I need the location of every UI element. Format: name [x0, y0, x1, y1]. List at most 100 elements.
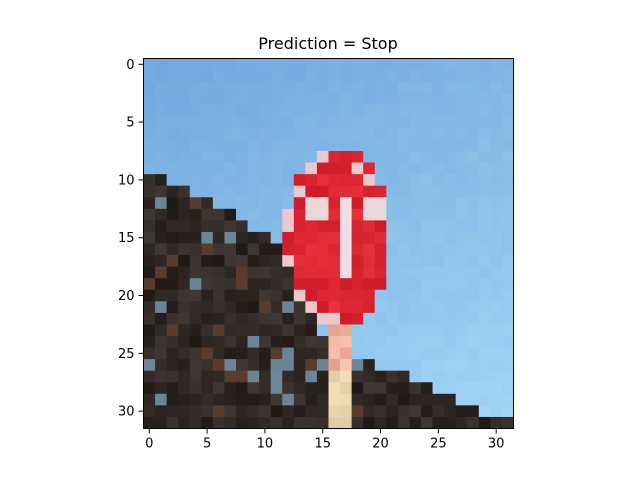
image-pixel: [224, 416, 237, 429]
image-pixel: [155, 127, 168, 140]
image-pixel: [247, 405, 260, 418]
image-pixel: [455, 301, 468, 314]
image-pixel: [490, 255, 503, 268]
image-pixel: [363, 139, 376, 152]
image-pixel: [189, 324, 202, 337]
image-pixel: [143, 312, 156, 325]
image-pixel: [259, 243, 272, 256]
image-pixel: [282, 301, 295, 314]
image-pixel: [467, 382, 480, 395]
image-pixel: [397, 278, 410, 291]
image-pixel: [455, 324, 468, 337]
image-pixel: [166, 370, 179, 383]
image-pixel: [247, 278, 260, 291]
image-pixel: [386, 301, 399, 314]
image-pixel: [351, 116, 364, 129]
image-pixel: [467, 347, 480, 360]
image-pixel: [305, 359, 318, 372]
image-pixel: [467, 393, 480, 406]
image-pixel: [236, 185, 248, 198]
image-pixel: [236, 93, 248, 106]
image-pixel: [409, 58, 422, 71]
image-pixel: [293, 151, 306, 163]
image-pixel: [455, 127, 468, 140]
image-pixel: [259, 174, 272, 187]
image-pixel: [467, 58, 480, 71]
image-pixel: [178, 220, 191, 233]
image-pixel: [328, 208, 341, 221]
image-pixel: [340, 220, 353, 233]
image-pixel: [363, 231, 376, 244]
image-pixel: [432, 70, 445, 83]
image-pixel: [247, 312, 260, 325]
image-pixel: [155, 266, 168, 279]
image-pixel: [467, 231, 480, 244]
image-pixel: [201, 266, 214, 279]
image-pixel: [224, 255, 237, 268]
image-pixel: [501, 58, 514, 71]
image-pixel: [409, 347, 422, 360]
image-pixel: [409, 370, 422, 383]
image-pixel: [305, 347, 318, 360]
image-pixel: [236, 312, 248, 325]
image-pixel: [467, 185, 480, 198]
image-pixel: [143, 116, 156, 129]
image-pixel: [386, 336, 399, 348]
image-pixel: [328, 393, 341, 406]
image-pixel: [178, 266, 191, 279]
image-pixel: [166, 347, 179, 360]
image-pixel: [374, 405, 387, 418]
image-pixel: [478, 255, 491, 268]
image-pixel: [501, 289, 514, 302]
image-pixel: [432, 393, 445, 406]
image-pixel: [351, 185, 364, 198]
image-pixel: [432, 58, 445, 71]
image-pixel: [363, 266, 376, 279]
image-pixel: [143, 278, 156, 291]
image-pixel: [444, 174, 457, 187]
image-pixel: [328, 370, 341, 383]
image-pixel: [490, 139, 503, 152]
image-pixel: [270, 289, 283, 302]
image-pixel: [212, 231, 225, 244]
image-pixel: [201, 289, 214, 302]
image-pixel: [224, 312, 237, 325]
image-pixel: [421, 416, 433, 429]
image-pixel: [166, 312, 179, 325]
image-pixel: [432, 324, 445, 337]
image-pixel: [305, 370, 318, 383]
image-pixel: [328, 81, 341, 94]
image-pixel: [155, 301, 168, 314]
image-pixel: [328, 336, 341, 348]
image-pixel: [432, 255, 445, 268]
x-tick-label: 30: [488, 437, 505, 452]
image-pixel: [293, 255, 306, 268]
image-pixel: [478, 197, 491, 210]
image-pixel: [340, 162, 353, 175]
image-pixel: [236, 416, 248, 429]
image-pixel: [201, 127, 214, 140]
image-pixel: [178, 370, 191, 383]
image-pixel: [212, 266, 225, 279]
image-pixel: [270, 116, 283, 129]
image-pixel: [247, 255, 260, 268]
image-pixel: [189, 359, 202, 372]
image-pixel: [328, 93, 341, 106]
image-pixel: [143, 255, 156, 268]
image-pixel: [455, 243, 468, 256]
image-pixel: [189, 370, 202, 383]
image-pixel: [282, 324, 295, 337]
image-pixel: [201, 220, 214, 233]
image-pixel: [155, 81, 168, 94]
image-pixel: [155, 243, 168, 256]
image-pixel: [189, 104, 202, 117]
image-pixel: [340, 301, 353, 314]
image-pixel: [351, 70, 364, 83]
image-pixel: [386, 278, 399, 291]
image-pixel: [374, 139, 387, 152]
image-pixel: [432, 359, 445, 372]
image-pixel: [351, 104, 364, 117]
image-pixel: [478, 336, 491, 348]
image-pixel: [421, 243, 433, 256]
image-pixel: [143, 289, 156, 302]
